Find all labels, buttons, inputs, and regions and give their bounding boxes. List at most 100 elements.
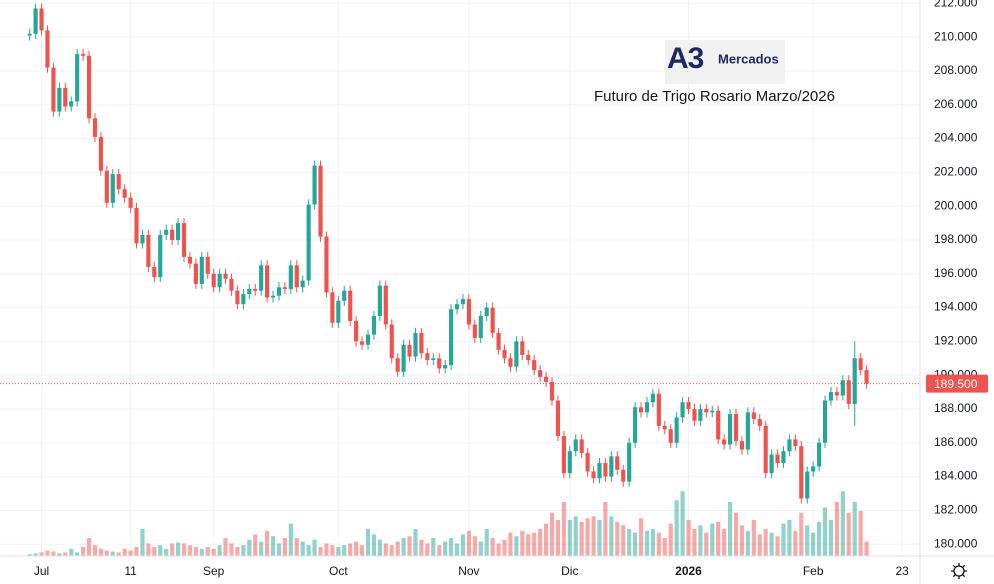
candle-body [164,229,169,235]
volume-bar [502,539,507,556]
candle-body [454,304,460,310]
volume-bar [579,521,584,556]
x-tick-label: 23 [896,564,910,578]
candle-body [650,393,655,403]
y-tick-label: 210.000 [934,29,978,43]
volume-bar [496,543,501,556]
volume-bar [739,525,745,556]
candle-body [98,136,103,171]
candle-body [401,344,406,372]
candle-body [247,288,252,295]
candle-body [270,295,276,298]
volume-bar [644,530,650,556]
volume-bar [466,530,471,556]
candle-body [193,263,198,284]
volume-bar [413,529,418,556]
volume-bar [686,520,691,556]
y-tick-label: 202.000 [934,165,978,179]
candle-body [532,359,537,371]
candle-body [787,439,792,452]
x-tick-label: Nov [458,564,479,578]
candle-body [722,439,727,445]
volume-bar [799,512,804,556]
volume-bar [217,545,222,556]
gear-teeth[interactable] [951,563,967,579]
volume-bar [211,548,216,556]
candle-body [567,451,572,474]
volume-bar [828,520,834,556]
candle-body [478,316,483,338]
candle-body [508,358,513,367]
y-tick-label: 194.000 [934,300,978,314]
y-tick-label: 196.000 [934,266,978,280]
settings-icon[interactable] [951,563,967,579]
candle-body [205,256,210,274]
volume-bar [852,502,857,556]
candle-body [514,341,519,367]
volume-bar [555,520,561,556]
candle-body [822,400,828,443]
volume-bar [110,551,115,556]
volume-bar [858,511,863,556]
volume-bar [324,543,329,556]
volume-bar [520,530,525,556]
candle-body [538,370,543,377]
logo-mark: A3 [667,42,704,75]
candle-body [638,407,644,413]
candle-body [805,471,810,499]
chart-title: Futuro de Trigo Rosario Marzo/2026 [594,88,835,105]
candle-body [627,442,632,482]
volume-bar [152,547,157,556]
volume-bar [389,545,394,556]
candle-body [86,55,92,119]
volume-bar [650,529,655,556]
candle-body [389,324,394,359]
candle-body [211,273,216,288]
volume-bar [193,547,198,556]
candle-body [573,439,578,452]
x-tick-label: 11 [124,564,137,578]
volume-bar [787,520,792,556]
volume-bar [822,507,828,556]
candle-body [81,54,86,56]
candle-body [122,189,127,198]
y-tick-label: 182.000 [934,503,978,517]
candle-body [187,256,193,264]
volume-bar [330,545,335,556]
volume-bar [359,545,365,556]
volume-bar [549,512,555,556]
volume-bar [775,536,780,556]
volume-bar [710,523,715,556]
candle-body [561,436,566,474]
volume-bar [146,543,151,556]
y-tick-label: 188.000 [934,401,978,415]
candle-body [181,223,187,257]
x-tick-label: Sep [203,564,225,578]
candle-body [502,349,507,359]
volume-bar [508,532,513,556]
volume-bar [282,538,287,556]
candle-body [39,8,44,31]
volume-bar [573,516,578,556]
x-tick-label: Jul [34,564,49,578]
volume-bar [312,539,317,556]
candle-body [318,165,323,237]
x-tick-label: 2026 [675,564,702,578]
candle-body [727,414,733,445]
y-tick-label: 184.000 [934,469,978,483]
candle-layer [27,3,869,504]
volume-bar [846,512,851,556]
candle-body [775,454,780,464]
volume-bar [294,538,299,556]
volume-bar [69,548,74,556]
candle-body [69,101,74,107]
volume-bar [395,541,400,556]
candle-body [383,285,388,325]
volume-bar [75,552,80,556]
candle-body [110,174,115,203]
candle-body [300,280,305,288]
candle-body [57,87,62,112]
candle-body [704,408,709,413]
y-tick-label: 186.000 [934,435,978,449]
